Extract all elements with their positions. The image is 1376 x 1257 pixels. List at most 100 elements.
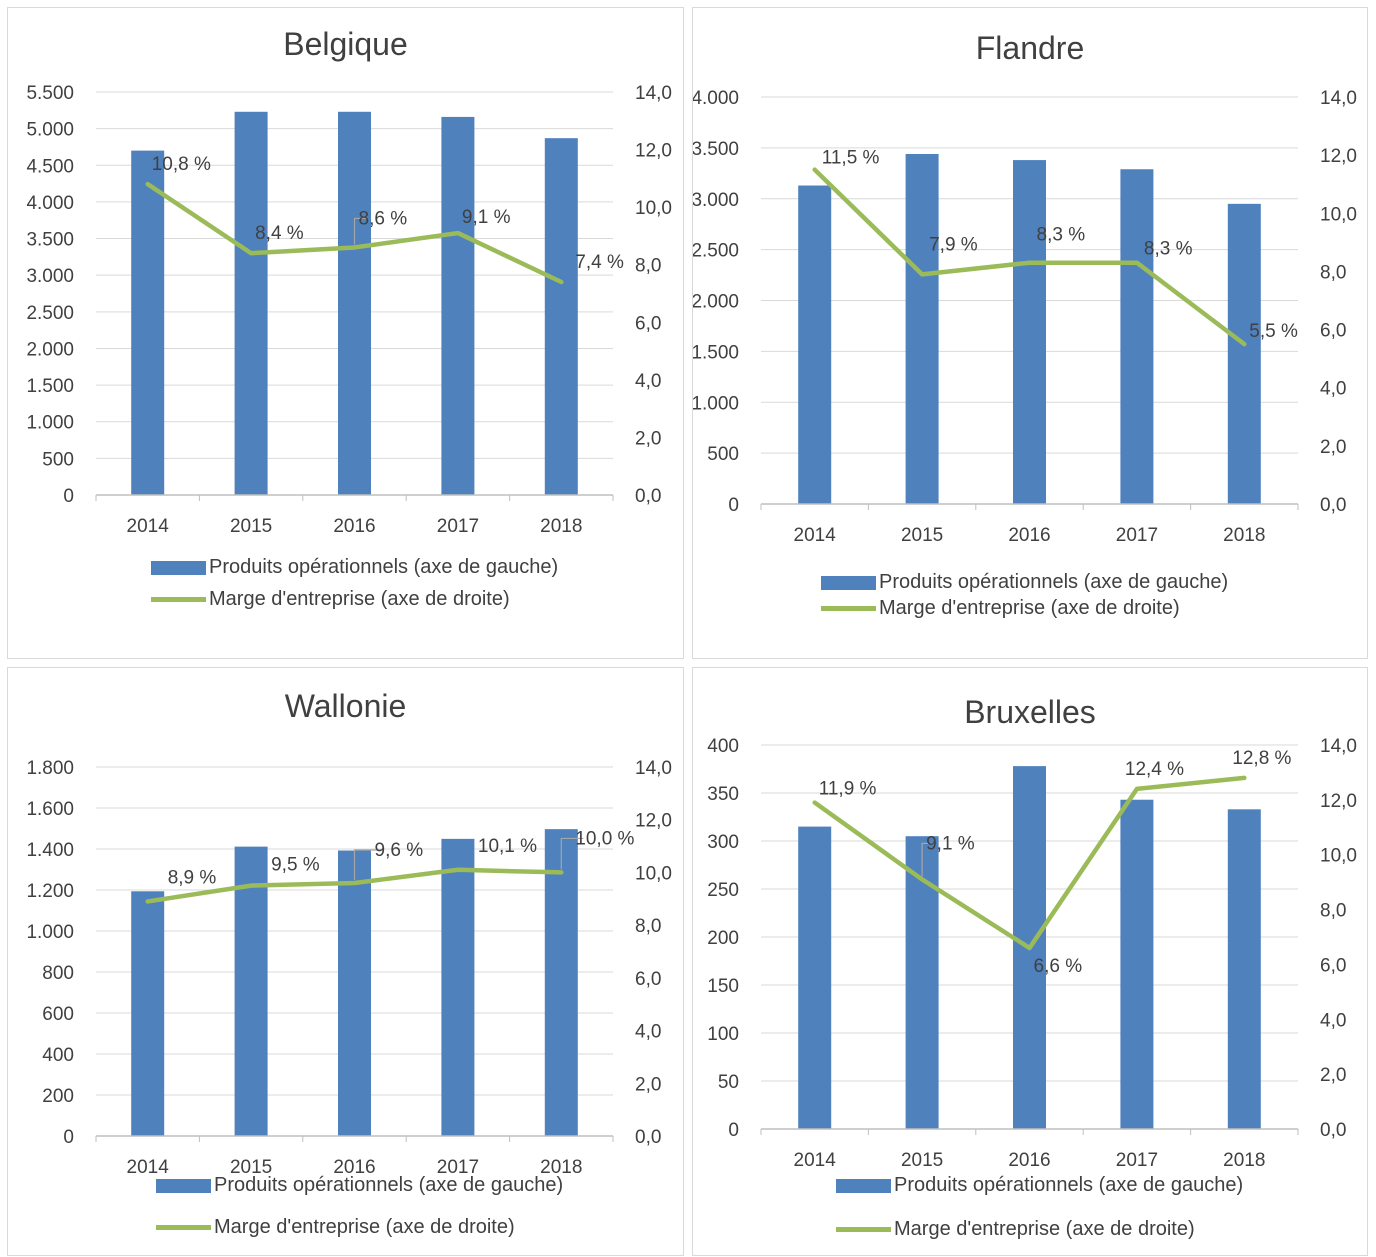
right-axis-tick-label: 2,0 <box>1320 437 1346 458</box>
chart-panel-belgique: Belgique 0 500 1.000 1.500 2.000 2.500 3.000 3.… <box>7 7 684 659</box>
left-axis-tick-label: 1.000 <box>693 393 739 414</box>
left-axis-tick-label: 5.500 <box>26 83 74 104</box>
line-series <box>812 167 1247 347</box>
x-axis-tick-label: 2014 <box>127 1157 170 1178</box>
bar <box>338 850 371 1136</box>
chart-title: Wallonie <box>284 688 407 724</box>
legend-line-label: Marge d'entreprise (axe de droite) <box>894 1218 1195 1240</box>
x-axis-tick-label: 2015 <box>230 516 272 537</box>
left-axis-tick-label: 250 <box>707 880 739 901</box>
right-axis-tick-label: 6,0 <box>1320 955 1346 976</box>
right-axis-tick-label: 10,0 <box>635 863 672 884</box>
chart-title: Bruxelles <box>964 694 1096 730</box>
left-axis-tick-label: 0 <box>63 1127 74 1148</box>
left-axis-tick-label: 800 <box>42 963 74 984</box>
right-axis-tick-label: 2,0 <box>635 1074 661 1095</box>
right-axis-tick-label: 14,0 <box>635 83 672 104</box>
legend-bar-entry: Produits opérationnels (axe de gauche) <box>836 1174 1243 1197</box>
x-axis-tick-label: 2018 <box>1223 525 1265 546</box>
left-axis-tick-label: 1.500 <box>26 376 74 397</box>
bar <box>1120 799 1154 1129</box>
data-label-leader-line <box>921 842 935 877</box>
right-axis-tick-label: 12,0 <box>635 811 672 832</box>
data-label: 8,6 % <box>359 208 408 229</box>
bar <box>234 111 268 496</box>
left-axis-tick-label: 0 <box>728 1120 739 1141</box>
right-axis-tick-label: 0,0 <box>1320 1120 1346 1141</box>
right-axis-tick-label: 4,0 <box>1320 1010 1346 1031</box>
left-axis-tick-label: 1.000 <box>26 922 74 943</box>
left-axis-tick-label: 1.400 <box>26 840 74 861</box>
bar <box>441 838 475 1136</box>
left-axis-tick-label: 1.600 <box>26 799 74 820</box>
chart-title: Belgique <box>283 26 408 62</box>
bar <box>544 138 578 496</box>
left-axis-tick-label: 4.500 <box>26 156 74 177</box>
legend-bar-label: Produits opérationnels (axe de gauche) <box>894 1174 1244 1196</box>
data-label: 6,6 % <box>1034 956 1083 977</box>
right-axis-tick-label: 8,0 <box>1320 901 1346 922</box>
right-axis-tick-label: 14,0 <box>1320 88 1357 109</box>
right-axis-tick-label: 12,0 <box>635 141 672 162</box>
right-axis-tick-label: 4,0 <box>635 1022 661 1043</box>
line-series <box>812 775 1247 951</box>
bar <box>1227 203 1261 504</box>
bar <box>441 116 475 496</box>
x-axis-tick-label: 2017 <box>1116 525 1158 546</box>
x-axis-tick-label: 2016 <box>1008 1150 1050 1171</box>
x-axis-tick-label: 2016 <box>1008 525 1050 546</box>
left-axis-tick-label: 600 <box>42 1004 74 1025</box>
left-axis-tick-label: 0 <box>63 486 74 507</box>
left-axis-tick-label: 3.500 <box>693 139 739 160</box>
legend-bar-entry: Produits opérationnels (axe de gauche) <box>821 571 1228 594</box>
right-axis-tick-label: 4,0 <box>1320 379 1346 400</box>
bar <box>798 826 832 1129</box>
legend-line-swatch <box>151 597 206 602</box>
left-axis-tick-label: 5.000 <box>26 120 74 141</box>
legend-line-swatch <box>156 1225 211 1230</box>
left-axis-tick-label: 350 <box>707 784 739 805</box>
bar <box>234 846 268 1136</box>
right-axis-tick-label: 0,0 <box>1320 495 1346 516</box>
data-label: 5,5 % <box>1249 321 1298 342</box>
left-axis-tick-label: 500 <box>42 449 74 470</box>
left-axis-tick-label: 1.200 <box>26 881 74 902</box>
left-axis-tick-label: 2.500 <box>693 241 739 262</box>
legend-bar-label: Produits opérationnels (axe de gauche) <box>214 1174 564 1196</box>
left-axis-tick-label: 200 <box>42 1086 74 1107</box>
left-axis-tick-label: 4.000 <box>26 193 74 214</box>
bar <box>544 829 578 1136</box>
left-axis-tick-label: 400 <box>42 1045 74 1066</box>
data-label: 8,3 % <box>1037 225 1086 246</box>
legend-line-entry: Marge d'entreprise (axe de droite) <box>151 588 510 611</box>
legend-line-label: Marge d'entreprise (axe de droite) <box>209 588 510 610</box>
left-axis-tick-label: 2.000 <box>26 339 74 360</box>
data-label: 10,1 % <box>478 836 537 857</box>
chart-plot-area: 0 500 1.000 1.500 2.000 2.500 3.000 3.500 4.000 4… <box>26 83 672 537</box>
data-label-leader-line <box>353 217 367 245</box>
left-axis-tick-label: 200 <box>707 928 739 949</box>
x-axis-tick-label: 2015 <box>901 525 943 546</box>
chart-plot-area: 0 50 100 150 200 250 300 350 400 0,0 2,0 4,0 6,0 8,0 1… <box>707 736 1357 1171</box>
chart-panel-bruxelles: Bruxelles 0 50 100 150 200 250 300 350 400 0,0 2,0… <box>692 667 1368 1256</box>
right-axis-tick-label: 2,0 <box>635 428 661 449</box>
legend-line-label: Marge d'entreprise (axe de droite) <box>214 1216 515 1238</box>
legend-bar-swatch <box>156 1178 211 1193</box>
right-axis-tick-label: 6,0 <box>635 969 661 990</box>
bar <box>905 153 939 505</box>
left-axis-tick-label: 4.000 <box>693 88 739 109</box>
data-label: 9,1 % <box>462 207 511 228</box>
data-label: 9,5 % <box>271 855 320 876</box>
left-axis-tick-label: 1.800 <box>26 758 74 779</box>
data-label: 8,3 % <box>1144 239 1193 260</box>
chart-title: Flandre <box>975 30 1085 66</box>
bar <box>1013 160 1046 504</box>
legend-line-entry: Marge d'entreprise (axe de droite) <box>821 597 1180 620</box>
bar <box>1120 169 1154 504</box>
data-label: 12,4 % <box>1125 759 1184 780</box>
legend-bar-entry: Produits opérationnels (axe de gauche) <box>156 1174 563 1197</box>
right-axis-tick-label: 10,0 <box>1320 204 1357 225</box>
right-axis-tick-label: 14,0 <box>635 758 672 779</box>
left-axis-tick-label: 3.000 <box>693 190 739 211</box>
legend-line-swatch <box>836 1227 891 1232</box>
